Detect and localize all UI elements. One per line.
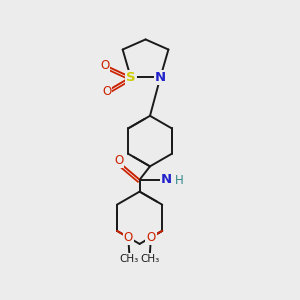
Text: S: S [126, 71, 136, 84]
Text: CH₃: CH₃ [140, 254, 159, 264]
Text: CH₃: CH₃ [120, 254, 139, 264]
Text: O: O [100, 59, 110, 72]
Text: N: N [155, 71, 166, 84]
Text: O: O [124, 231, 133, 244]
Text: N: N [161, 173, 172, 186]
Text: O: O [114, 154, 123, 167]
Text: H: H [175, 174, 183, 187]
Text: O: O [146, 231, 156, 244]
Text: O: O [102, 85, 112, 98]
